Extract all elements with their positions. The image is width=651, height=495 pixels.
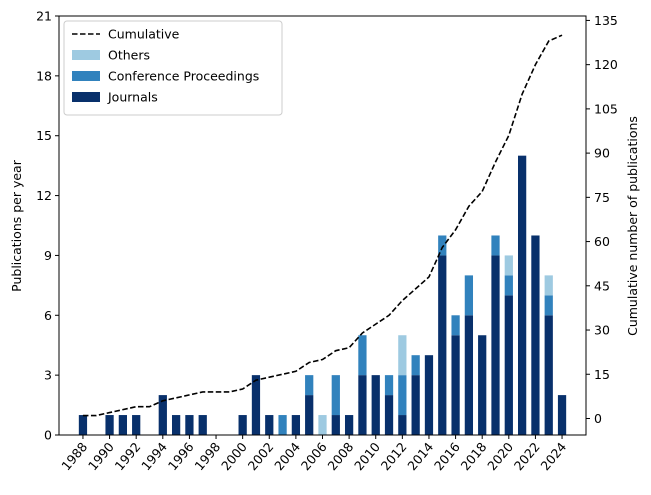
legend-swatch-conference-proceedings — [72, 71, 100, 81]
bar-journals-2008 — [344, 415, 354, 435]
bar-journals-1990 — [105, 415, 114, 435]
bar-journals-1988 — [78, 415, 88, 435]
y-right-tick-label-90: 90 — [594, 146, 610, 161]
bar-journals-2007 — [331, 415, 340, 435]
bar-journals-2011 — [384, 395, 394, 435]
bar-conference-proceedings-2005 — [305, 375, 314, 396]
y-right-tick-label-15: 15 — [594, 367, 610, 382]
bar-journals-2021 — [518, 155, 527, 436]
x-tick-label-2006: 2006 — [298, 439, 330, 473]
legend-label-conference-proceedings: Conference Proceedings — [108, 69, 259, 84]
y-left-tick-label-12: 12 — [36, 188, 52, 203]
x-tick-label-1996: 1996 — [165, 439, 197, 473]
bar-journals-2022 — [531, 235, 540, 435]
bar-journals-2014 — [424, 355, 434, 435]
bar-journals-2000 — [238, 415, 247, 435]
bar-conference-proceedings-2017 — [464, 275, 474, 316]
x-tick-label-2018: 2018 — [458, 439, 490, 473]
bar-journals-2018 — [478, 335, 487, 435]
bar-conference-proceedings-2009 — [358, 335, 367, 376]
y-axis-title-left: Publications per year — [9, 159, 24, 292]
bar-journals-2020 — [504, 295, 513, 435]
bar-conference-proceedings-2015 — [438, 235, 447, 256]
legend-label-cumulative: Cumulative — [108, 27, 180, 42]
x-tick-label-2012: 2012 — [378, 439, 410, 473]
bar-journals-2015 — [438, 255, 447, 435]
y-left-tick-label-18: 18 — [36, 68, 52, 83]
bar-journals-2013 — [411, 375, 420, 435]
bar-journals-2005 — [305, 395, 314, 435]
x-tick-label-2002: 2002 — [245, 439, 277, 473]
bar-conference-proceedings-2003 — [278, 415, 287, 435]
bar-conference-proceedings-2007 — [331, 375, 340, 416]
bar-journals-2009 — [358, 375, 367, 435]
bar-journals-2004 — [291, 415, 301, 435]
cumulative-line — [82, 34, 563, 417]
x-tick-label-2014: 2014 — [404, 439, 436, 473]
x-tick-label-2024: 2024 — [537, 439, 569, 473]
x-tick-label-2008: 2008 — [324, 439, 356, 473]
y-right-tick-label-120: 120 — [594, 57, 618, 72]
bar-journals-2012 — [398, 415, 407, 435]
x-tick-label-2022: 2022 — [511, 439, 543, 473]
bar-journals-2001 — [251, 375, 261, 435]
bar-journals-2016 — [451, 335, 460, 435]
legend-box — [63, 20, 283, 116]
bar-conference-proceedings-2016 — [451, 315, 460, 336]
bar-journals-2010 — [371, 375, 380, 435]
y-left-tick-label-9: 9 — [44, 248, 52, 263]
legend-label-others: Others — [108, 48, 150, 63]
bar-journals-1996 — [185, 415, 194, 435]
bar-conference-proceedings-2020 — [504, 275, 513, 296]
bar-journals-1995 — [171, 415, 181, 435]
y-left-tick-label-15: 15 — [36, 128, 52, 143]
bar-conference-proceedings-2019 — [491, 235, 500, 256]
y-left-tick-label-21: 21 — [36, 9, 52, 24]
x-tick-label-1994: 1994 — [138, 439, 170, 473]
x-tick-label-1998: 1998 — [191, 439, 223, 473]
bar-journals-1994 — [158, 395, 167, 435]
bar-others-2023 — [544, 275, 553, 296]
y-right-tick-label-60: 60 — [594, 234, 610, 249]
y-right-tick-label-30: 30 — [594, 323, 610, 338]
y-right-tick-label-105: 105 — [594, 101, 618, 116]
bar-journals-2017 — [464, 315, 474, 435]
x-tick-label-2004: 2004 — [271, 439, 303, 473]
x-tick-label-1988: 1988 — [58, 439, 90, 473]
legend-label-journals: Journals — [107, 90, 158, 105]
bar-journals-2002 — [265, 415, 274, 435]
bar-others-2012 — [398, 335, 407, 376]
bar-conference-proceedings-2013 — [411, 355, 420, 376]
y-right-tick-label-45: 45 — [594, 278, 610, 293]
x-tick-label-1992: 1992 — [112, 439, 144, 473]
y-left-tick-label-3: 3 — [44, 368, 52, 383]
bar-journals-1991 — [118, 415, 127, 435]
y-right-tick-label-135: 135 — [594, 13, 618, 28]
legend-swatch-others — [72, 50, 100, 60]
x-tick-label-2000: 2000 — [218, 439, 250, 473]
bar-journals-1992 — [132, 415, 141, 435]
bar-others-2006 — [318, 415, 327, 435]
bar-journals-1997 — [198, 415, 207, 435]
bar-journals-2023 — [544, 315, 553, 435]
y-left-tick-label-0: 0 — [44, 428, 52, 443]
y-left-tick-label-6: 6 — [44, 308, 52, 323]
x-tick-label-2010: 2010 — [351, 439, 383, 473]
y-axis-title-right: Cumulative number of publications — [625, 116, 640, 336]
y-right-tick-label-0: 0 — [594, 411, 602, 426]
bar-journals-2024 — [557, 395, 567, 435]
bar-journals-2019 — [491, 255, 500, 435]
legend-swatch-journals — [72, 92, 100, 102]
bar-conference-proceedings-2012 — [398, 375, 407, 416]
bar-conference-proceedings-2011 — [384, 375, 394, 396]
bar-others-2020 — [504, 255, 513, 276]
bar-conference-proceedings-2023 — [544, 295, 553, 316]
x-tick-label-2020: 2020 — [484, 439, 516, 473]
y-right-tick-label-75: 75 — [594, 190, 610, 205]
x-tick-label-2016: 2016 — [431, 439, 463, 473]
x-tick-label-1990: 1990 — [85, 439, 117, 473]
